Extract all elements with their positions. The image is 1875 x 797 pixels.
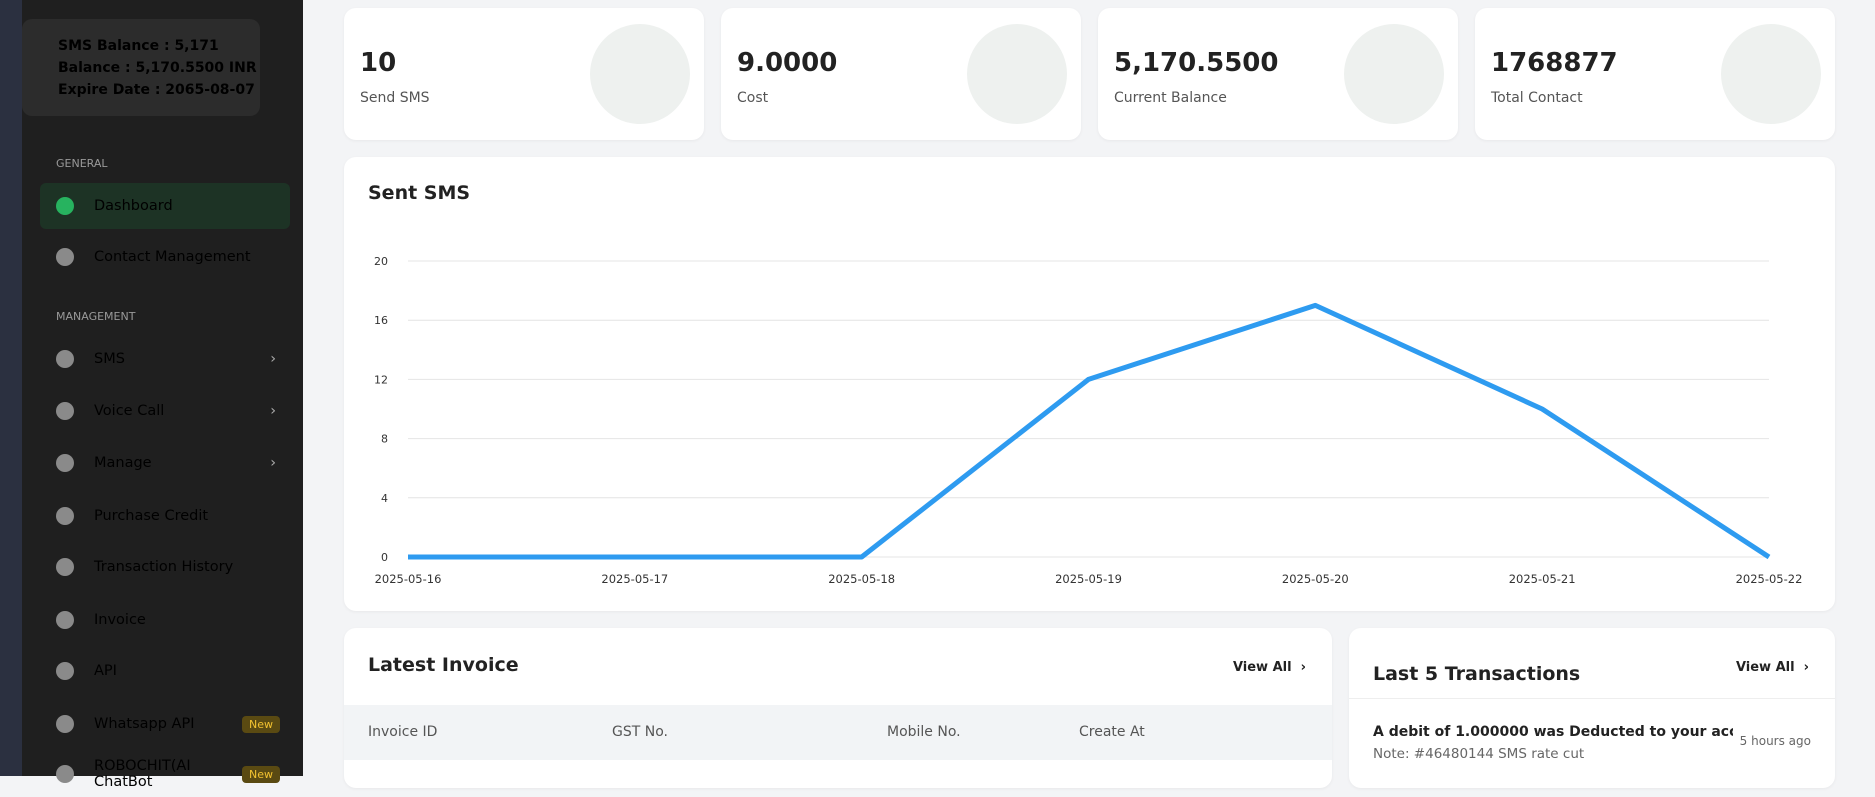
menu-icon: [56, 454, 74, 472]
menu-item[interactable]: Contact Management: [40, 234, 290, 280]
sidebar: [22, 0, 303, 776]
badge: New: [242, 715, 280, 733]
menu-label: Transaction History: [94, 559, 234, 575]
section-title: MANAGEMENT: [56, 310, 136, 323]
balance: Balance : 5,170.5500 INR: [58, 60, 257, 76]
chevron: ›: [270, 455, 276, 471]
x-tick-label: 2025-05-17: [601, 572, 668, 586]
page: {"account":{"sms_balance":"SMS Balance :…: [0, 0, 1835, 790]
x-tick-label: 2025-05-18: [828, 572, 895, 586]
y-tick-label: 20: [374, 255, 388, 268]
chevron: ›: [270, 403, 276, 419]
stat-label: Total Contact: [1491, 90, 1583, 106]
view-all[interactable]: View All ›: [1232, 660, 1306, 675]
menu-icon: [56, 611, 74, 629]
stat-card: 10 Send SMS: [344, 8, 704, 140]
stat-card: 1768877 Total Contact: [1475, 8, 1835, 140]
column-header: Mobile No.: [887, 724, 961, 740]
divider: [1349, 698, 1835, 699]
menu-label: Voice Call: [94, 403, 165, 419]
menu-item[interactable]: API: [40, 648, 290, 694]
menu-item[interactable]: ROBOCHIT(AI ChatBot New: [40, 751, 290, 797]
y-tick-label: 4: [381, 492, 388, 505]
menu-item[interactable]: Purchase Credit: [40, 493, 290, 539]
stat-value: 10: [360, 48, 397, 78]
menu-icon: [56, 765, 74, 783]
menu-label: Purchase Credit: [94, 508, 209, 524]
transaction-time: 5 hours ago: [1739, 734, 1811, 748]
menu-icon: [56, 715, 74, 733]
menu-icon: [56, 402, 74, 420]
view-all-text: View All: [1232, 660, 1292, 675]
expire-date: Expire Date : 2065-08-07: [58, 82, 255, 98]
x-tick-label: 2025-05-22: [1736, 572, 1803, 586]
y-tick-label: 12: [374, 373, 388, 386]
view-all[interactable]: View All ›: [1735, 660, 1809, 675]
stat-label: Cost: [737, 90, 769, 106]
stat-illustration: [967, 24, 1067, 124]
menu-item[interactable]: Manage ›: [40, 440, 290, 486]
chart: Sent SMS 0 4 8 12 16 20 2025-05-16 2025-05-17 20…: [368, 182, 1803, 586]
x-tick-label: 2025-05-21: [1509, 572, 1576, 586]
menu-item[interactable]: Voice Call ›: [40, 388, 290, 434]
stat-value: 1768877: [1491, 48, 1618, 78]
menu-label: Invoice: [94, 612, 146, 628]
stat-card: 5,170.5500 Current Balance: [1098, 8, 1458, 140]
menu-icon: [56, 350, 74, 368]
invoice-card: Latest Invoice View All › Invoice ID GST …: [344, 628, 1332, 788]
transaction-note: Note: #46480144 SMS rate cut: [1373, 746, 1585, 762]
menu-item[interactable]: Transaction History: [40, 544, 290, 590]
table-header: Invoice ID GST No. Mobile No. Create At: [344, 705, 1332, 760]
menu-label: Contact Management: [94, 249, 251, 265]
menu-label: Dashboard: [94, 198, 173, 214]
stat-card: 9.0000 Cost: [721, 8, 1081, 140]
x-tick-label: 2025-05-16: [375, 572, 442, 586]
line-series: [408, 302, 1771, 560]
transactions-card: Last 5 Transactions View All › A debit o…: [1349, 628, 1835, 788]
menu-label: Whatsapp API: [94, 716, 195, 732]
menu-label: API: [94, 663, 117, 679]
column-header: Create At: [1079, 724, 1145, 740]
menu-label: Manage: [94, 455, 152, 471]
chart-card: Sent SMS 0 4 8 12 16 20 2025-05-16 2025-05-17 20…: [344, 157, 1835, 611]
badge: New: [242, 765, 280, 783]
section-title: GENERAL: [56, 157, 108, 170]
menu-item[interactable]: SMS ›: [40, 336, 290, 382]
y-tick-label: 0: [381, 551, 388, 564]
chart-title: Sent SMS: [368, 182, 470, 204]
stat-label: Current Balance: [1114, 90, 1227, 106]
view-all-text: View All: [1735, 660, 1795, 675]
menu-icon: [56, 558, 74, 576]
chevron: ›: [270, 351, 276, 367]
y-tick-label: 16: [374, 314, 388, 327]
menu-item[interactable]: Invoice: [40, 597, 290, 643]
column-header: Invoice ID: [368, 724, 438, 740]
x-tick-label: 2025-05-19: [1055, 572, 1122, 586]
sms-balance: SMS Balance : 5,171: [58, 38, 219, 54]
transaction-text: A debit of 1.000000 was Deducted to your…: [1373, 724, 1733, 740]
menu-icon: [56, 507, 74, 525]
stat-illustration: [1344, 24, 1444, 124]
balance-box: SMS Balance : 5,171 Balance : 5,170.5500…: [22, 19, 260, 116]
menu-item[interactable]: Whatsapp API New: [40, 701, 290, 747]
stat-illustration: [1721, 24, 1821, 124]
menu-item[interactable]: Dashboard: [40, 183, 290, 229]
y-tick-label: 8: [381, 433, 388, 446]
x-tick-label: 2025-05-20: [1282, 572, 1349, 586]
stat-value: 9.0000: [737, 48, 838, 78]
menu-icon: [56, 197, 74, 215]
menu-icon: [56, 248, 74, 266]
transactions-title: Last 5 Transactions: [1373, 663, 1581, 685]
stat-illustration: [590, 24, 690, 124]
menu-label: ROBOCHIT(AI ChatBot: [94, 758, 191, 790]
app-strip: [0, 0, 22, 776]
invoice-title: Latest Invoice: [368, 654, 519, 676]
menu-icon: [56, 662, 74, 680]
stat-value: 5,170.5500: [1114, 48, 1279, 78]
stat-label: Send SMS: [360, 90, 430, 106]
menu-label: SMS: [94, 351, 125, 367]
column-header: GST No.: [612, 724, 668, 740]
